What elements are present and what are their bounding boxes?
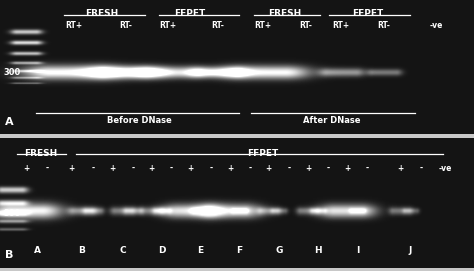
- Text: +: +: [109, 164, 116, 173]
- Text: E: E: [197, 246, 203, 255]
- Text: -: -: [91, 164, 94, 173]
- Text: -: -: [46, 164, 49, 173]
- Text: 300: 300: [4, 209, 21, 218]
- Text: +: +: [265, 164, 272, 173]
- Text: +: +: [148, 164, 155, 173]
- Text: +: +: [23, 164, 29, 173]
- Text: +: +: [344, 164, 350, 173]
- Text: +: +: [187, 164, 194, 173]
- Text: H: H: [314, 246, 322, 255]
- Text: FFPET: FFPET: [247, 149, 279, 158]
- Text: After DNase: After DNase: [303, 116, 361, 125]
- Text: D: D: [158, 246, 165, 255]
- Text: FFPET: FFPET: [352, 9, 383, 18]
- Text: RT-: RT-: [299, 21, 312, 30]
- Text: -: -: [288, 164, 291, 173]
- Text: F: F: [237, 246, 242, 255]
- Text: C: C: [119, 246, 126, 255]
- Text: -: -: [327, 164, 329, 173]
- Text: RT+: RT+: [255, 21, 272, 30]
- Text: -: -: [210, 164, 212, 173]
- Text: J: J: [409, 246, 412, 255]
- Text: -: -: [419, 164, 422, 173]
- Text: -: -: [366, 164, 369, 173]
- Text: -: -: [131, 164, 134, 173]
- Text: +: +: [227, 164, 233, 173]
- Text: -: -: [170, 164, 173, 173]
- Text: FFPET: FFPET: [174, 9, 205, 18]
- Text: B: B: [5, 250, 13, 260]
- Text: RT-: RT-: [211, 21, 225, 30]
- Text: +: +: [68, 164, 74, 173]
- Text: RT+: RT+: [160, 21, 177, 30]
- Text: -ve: -ve: [429, 21, 443, 30]
- Text: FRESH: FRESH: [268, 9, 301, 18]
- Text: +: +: [305, 164, 311, 173]
- Text: RT+: RT+: [333, 21, 350, 30]
- Text: RT+: RT+: [65, 21, 82, 30]
- Text: RT-: RT-: [119, 21, 132, 30]
- Text: G: G: [275, 246, 283, 255]
- Text: B: B: [79, 246, 85, 255]
- Text: FRESH: FRESH: [24, 149, 57, 158]
- Text: Before DNase: Before DNase: [108, 116, 172, 125]
- Text: A: A: [5, 117, 13, 127]
- Text: A: A: [34, 246, 40, 255]
- Text: FRESH: FRESH: [85, 9, 118, 18]
- Text: +: +: [397, 164, 404, 173]
- Text: -ve: -ve: [439, 164, 452, 173]
- Text: RT-: RT-: [377, 21, 391, 30]
- Text: 300: 300: [4, 68, 21, 77]
- Text: I: I: [356, 246, 359, 255]
- Text: -: -: [248, 164, 251, 173]
